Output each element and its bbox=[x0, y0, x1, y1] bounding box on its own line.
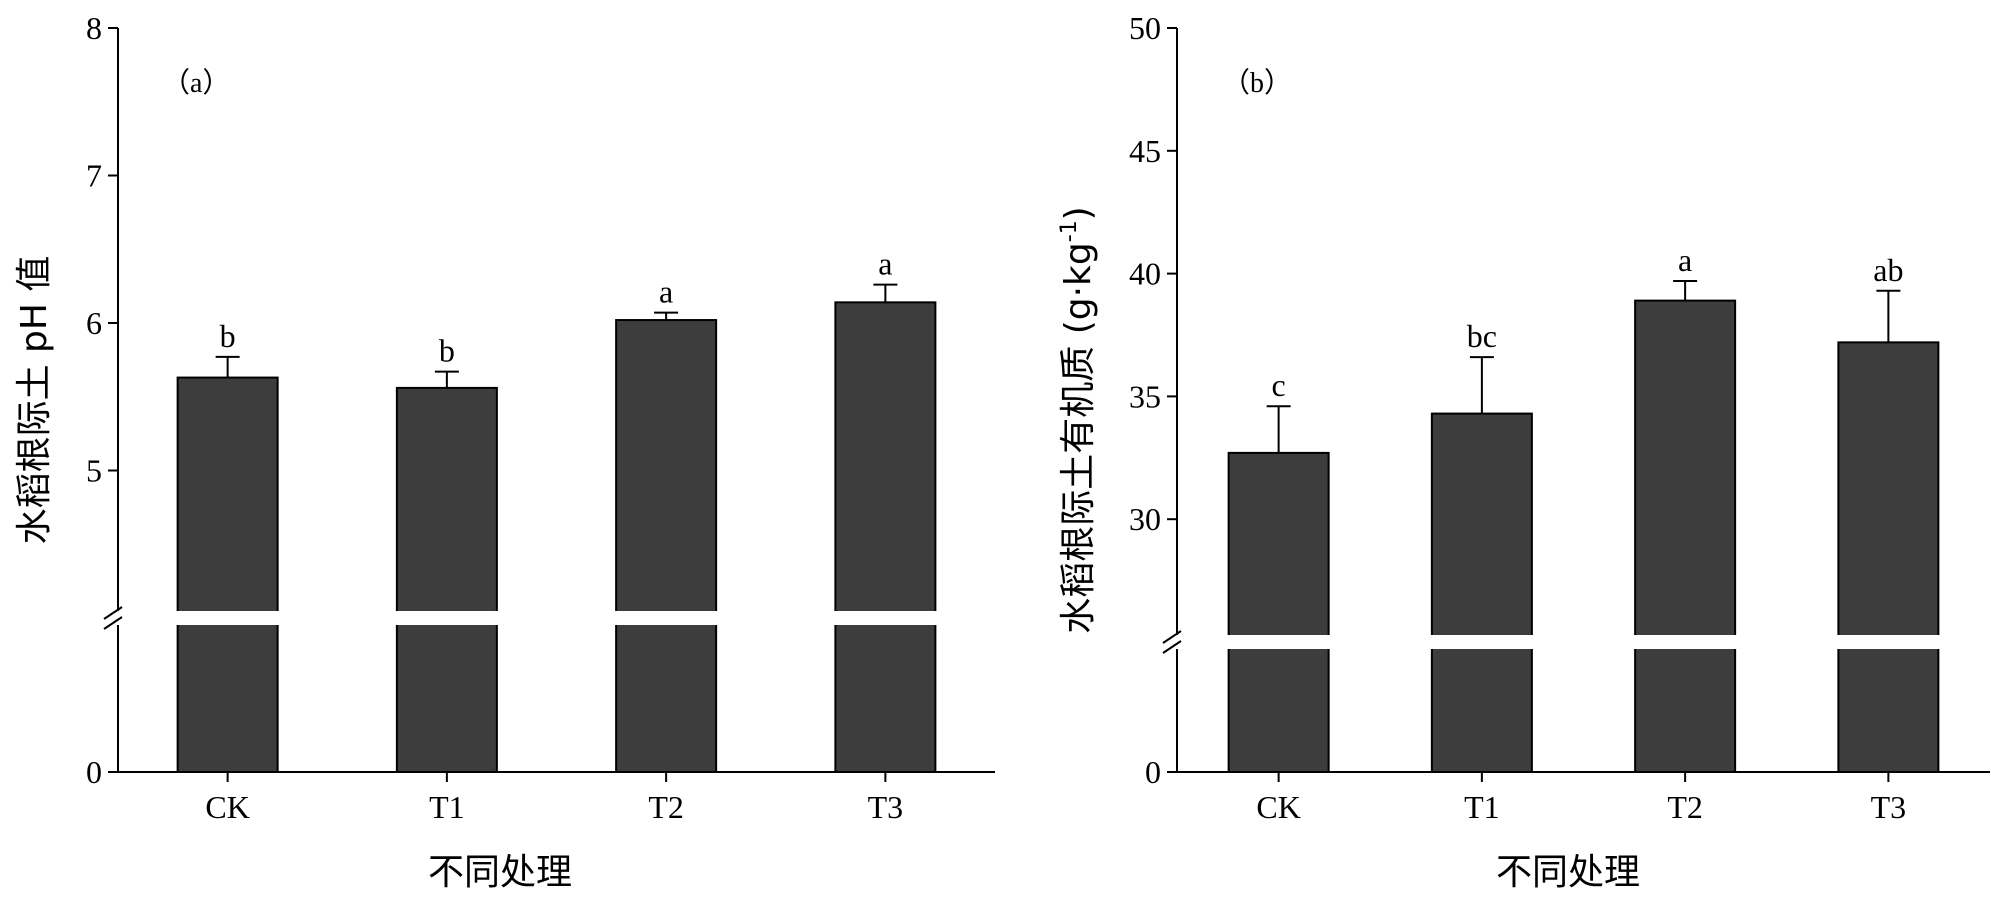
panel-b-category-label: T1 bbox=[1464, 789, 1500, 825]
panel-a-ylabel: 水稻根际土 pH 值 bbox=[14, 256, 55, 545]
panel-a-category-label: T1 bbox=[429, 789, 465, 825]
panel-b-ylabel-main: 水稻根际土有机质 (g·kg bbox=[1058, 242, 1099, 633]
panel-b-significance-label: bc bbox=[1467, 318, 1497, 354]
panel-b-category-label: T3 bbox=[1871, 789, 1907, 825]
panel-a-ytick-label: 5 bbox=[86, 453, 102, 489]
panel-b-ylabel: 水稻根际土有机质 (g·kg-1) bbox=[1057, 206, 1099, 633]
panel-a-bar-t3 bbox=[834, 301, 937, 773]
panel-a-ph-chart: （a） 水稻根际土 pH 值 不同处理 0 5 6 7 8 CK b T1 b T2 a T3 a bbox=[14, 10, 995, 893]
panel-b-ylabel-close: ) bbox=[1058, 206, 1099, 220]
panel-b-bar-t1 bbox=[1430, 412, 1533, 773]
panel-b-ytick-label: 40 bbox=[1129, 256, 1161, 292]
panel-b-significance-label: a bbox=[1678, 242, 1692, 278]
panel-b-bar-t3 bbox=[1837, 341, 1940, 773]
panel-a-significance-label: a bbox=[659, 274, 673, 310]
panel-a-ytick-label: 0 bbox=[86, 754, 102, 790]
panel-a-significance-label: b bbox=[439, 333, 455, 369]
panel-b-bar-ck bbox=[1227, 451, 1330, 773]
panel-a-bar-ck bbox=[176, 376, 279, 773]
panel-b-axis-break-mark bbox=[1162, 640, 1182, 654]
panel-a-axis-break-band bbox=[104, 611, 995, 625]
panel-a-xlabel: 不同处理 bbox=[428, 852, 572, 893]
panel-a-significance-label: b bbox=[220, 318, 236, 354]
panel-b-significance-label: c bbox=[1272, 367, 1286, 403]
panel-b-axis-break-mark bbox=[1162, 630, 1182, 644]
panel-b-ytick-label: 45 bbox=[1129, 133, 1161, 169]
panel-b-ytick-label: 30 bbox=[1129, 501, 1161, 537]
panel-b-ytick-label: 50 bbox=[1129, 10, 1161, 46]
panel-a-category-label: T2 bbox=[648, 789, 684, 825]
panel-b-category-label: T2 bbox=[1667, 789, 1703, 825]
panel-a-bar-t1 bbox=[395, 386, 498, 773]
panel-a-significance-label: a bbox=[878, 246, 892, 282]
panel-a-axis-break-mark bbox=[103, 616, 123, 630]
panel-a-label: （a） bbox=[162, 67, 230, 99]
panel-a-bar-t2 bbox=[615, 319, 718, 773]
panel-a-category-label: T3 bbox=[868, 789, 904, 825]
panel-b-ytick-label: 35 bbox=[1129, 378, 1161, 414]
panel-b-axis-break-band bbox=[1163, 635, 1990, 649]
panel-a-axis-break-mark bbox=[103, 606, 123, 620]
panel-b-ytick-label: 0 bbox=[1145, 754, 1161, 790]
panel-b-label: （b） bbox=[1222, 67, 1292, 99]
panel-b-bar-t2 bbox=[1634, 299, 1737, 773]
panel-b-xlabel: 不同处理 bbox=[1496, 852, 1640, 893]
panel-a-ytick-label: 6 bbox=[86, 305, 102, 341]
panel-b-category-label: CK bbox=[1256, 789, 1300, 825]
panel-b-significance-label: ab bbox=[1873, 252, 1903, 288]
panel-a-category-label: CK bbox=[205, 789, 249, 825]
panel-a-ytick-label: 7 bbox=[86, 158, 102, 194]
panel-b-ylabel-superscript: -1 bbox=[1057, 220, 1082, 242]
panel-b-organic-matter-chart: （b） 水稻根际土有机质 (g·kg-1) 不同处理 0 30 35 40 45 50 CK… bbox=[1057, 10, 1990, 893]
panel-a-ytick-label: 8 bbox=[86, 10, 102, 46]
